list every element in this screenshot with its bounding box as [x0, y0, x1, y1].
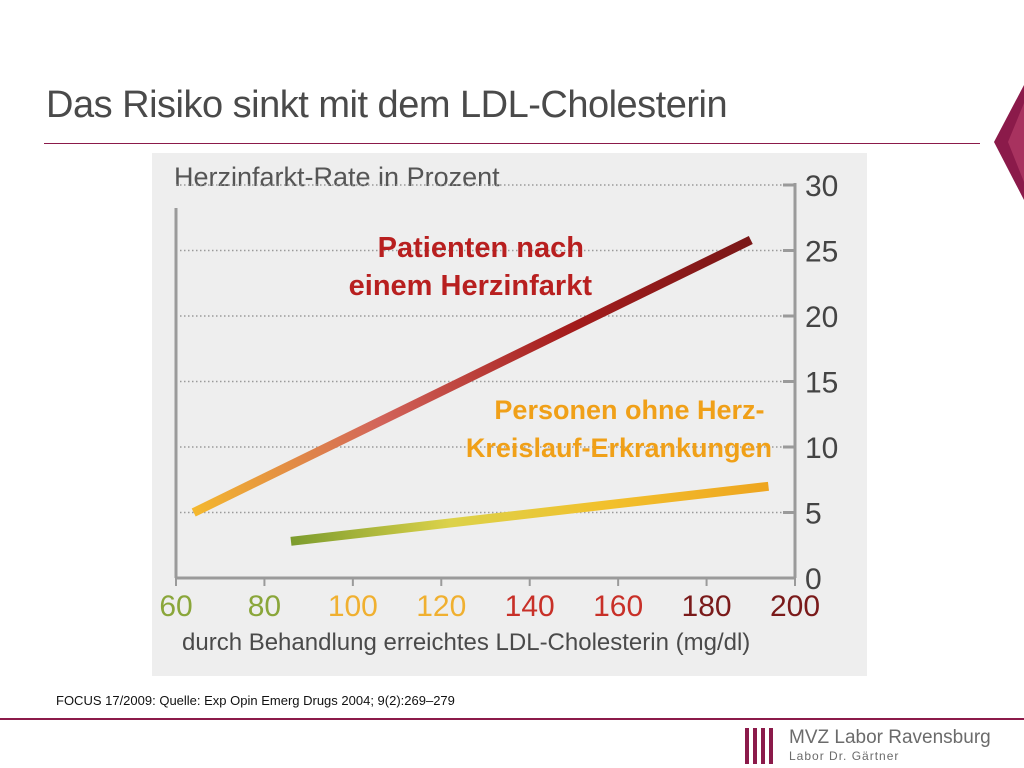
x-tick-label: 60	[159, 590, 192, 623]
series-label-line: Kreislauf-Erkrankungen	[466, 433, 772, 463]
corner-decoration	[994, 85, 1024, 200]
logo-name: MVZ Labor Ravensburg	[789, 727, 991, 748]
company-logo: MVZ Labor Ravensburg Labor Dr. Gärtner	[745, 727, 1015, 764]
x-ticks: 60 80 100 120 140 160 180 200	[159, 578, 820, 623]
chart-title: Herzinfarkt-Rate in Prozent	[174, 162, 500, 192]
logo-subtitle: Labor Dr. Gärtner	[789, 749, 900, 763]
x-axis-label: durch Behandlung erreichtes LDL-Choleste…	[182, 629, 750, 656]
x-tick-label: 80	[248, 590, 281, 623]
series-label-healthy-persons: Personen ohne Herz- Kreislauf-Erkrankung…	[466, 395, 772, 463]
footer-divider	[0, 718, 1024, 720]
gridlines	[176, 184, 783, 514]
series-label-heart-attack-patients: Patienten nach einem Herzinfarkt	[349, 232, 593, 302]
y-tick-label: 30	[805, 170, 838, 203]
x-tick-label: 120	[416, 590, 466, 623]
series-line-0	[191, 235, 753, 517]
slide-title: Das Risiko sinkt mit dem LDL-Cholesterin	[46, 84, 728, 126]
series-label-line: Patienten nach	[378, 232, 584, 264]
ldl-risk-chart: Herzinfarkt-Rate in Prozent 0 5 10 15 20 25 30…	[152, 153, 867, 676]
x-tick-label: 200	[770, 590, 820, 623]
y-tick-label: 10	[805, 432, 838, 465]
y-tick-label: 5	[805, 498, 822, 531]
y-tick-label: 25	[805, 236, 838, 269]
series-label-line: Personen ohne Herz-	[494, 395, 764, 425]
x-tick-label: 140	[505, 590, 555, 623]
x-tick-label: 180	[682, 590, 732, 623]
series-label-line: einem Herzinfarkt	[349, 270, 593, 302]
title-divider	[44, 143, 980, 144]
source-citation: FOCUS 17/2009: Quelle: Exp Opin Emerg Dr…	[56, 693, 455, 708]
x-tick-label: 160	[593, 590, 643, 623]
x-tick-label: 100	[328, 590, 378, 623]
y-ticks: 0 5 10 15 20 25 30	[783, 170, 838, 596]
series-line-1	[290, 481, 769, 546]
series-lines	[191, 235, 769, 546]
y-tick-label: 20	[805, 301, 838, 334]
y-tick-label: 0	[805, 563, 822, 596]
y-tick-label: 15	[805, 367, 838, 400]
